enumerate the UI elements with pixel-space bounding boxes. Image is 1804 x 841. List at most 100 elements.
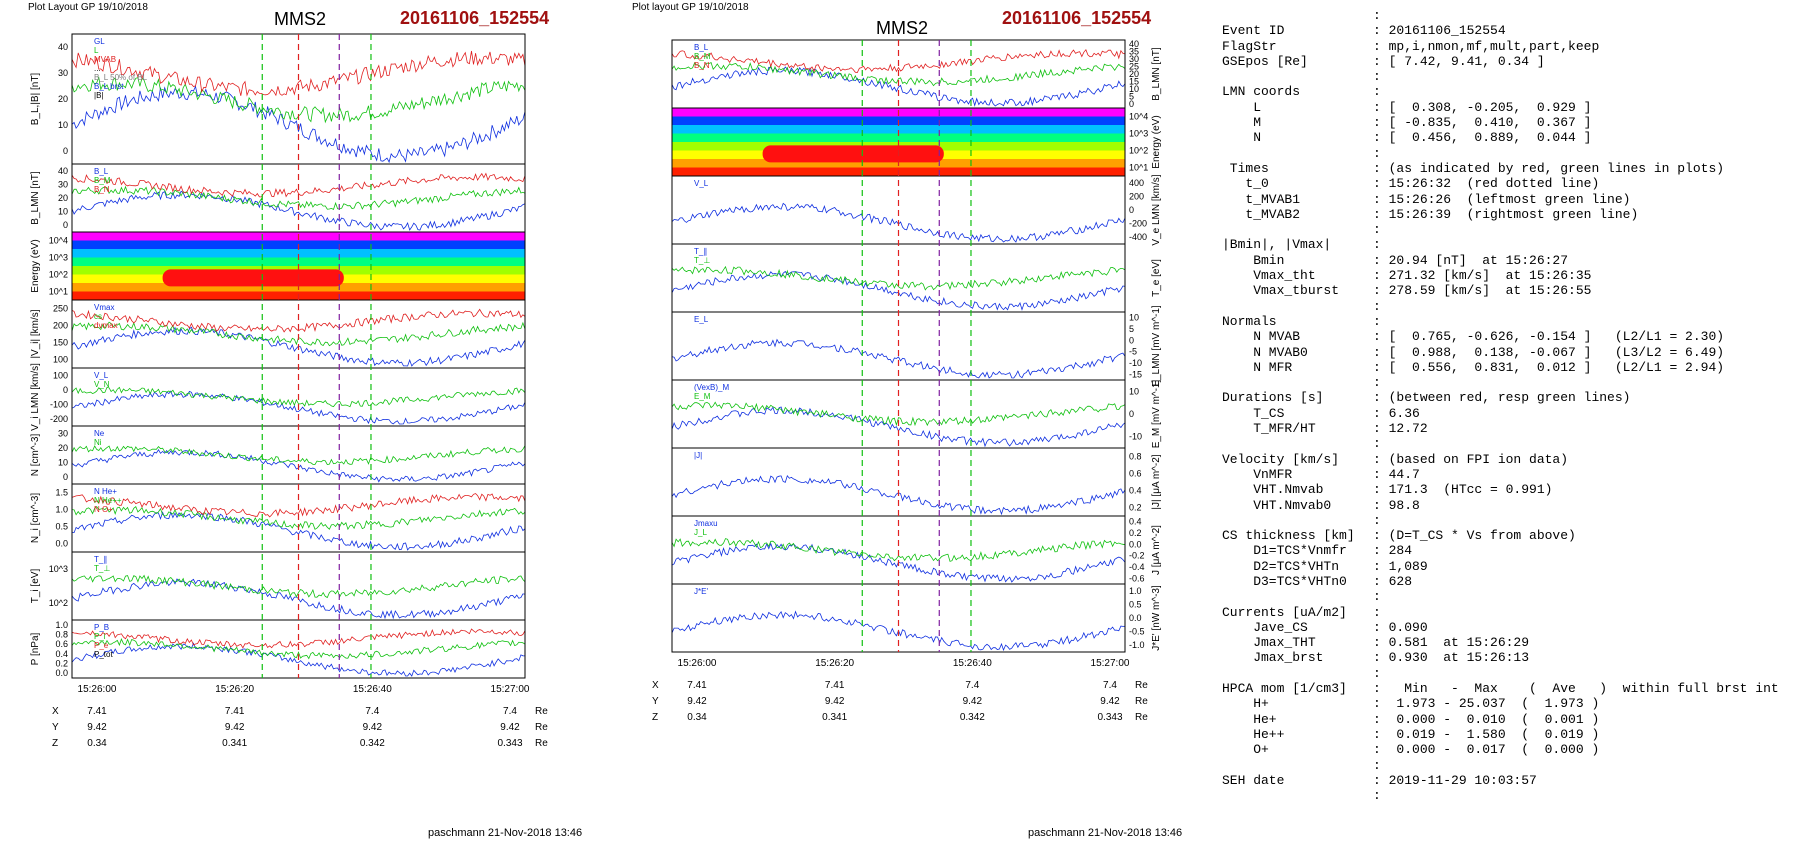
summary-key: Times xyxy=(1222,160,1269,176)
legend-entry: V_L xyxy=(694,179,709,188)
series-line xyxy=(71,386,526,408)
spectrogram-band xyxy=(72,257,525,267)
summary-colon: : xyxy=(1373,115,1389,131)
y-tick-label: 10^3 xyxy=(1129,129,1148,139)
summary-row: Velocity [km/s]: (based on FPI ion data) xyxy=(1222,452,1779,467)
time-tick-label: 15:26:00 xyxy=(78,684,117,695)
summary-colon: : xyxy=(1373,191,1389,207)
y-tick-label: 0.4 xyxy=(1129,486,1142,496)
position-value: 9.42 xyxy=(87,722,107,733)
y-tick-label: 10^2 xyxy=(49,270,68,280)
y-tick-label: 0.2 xyxy=(1129,503,1142,513)
summary-row: HPCA mom [1/cm3]: Min - Max ( Ave ) with… xyxy=(1222,681,1779,696)
legend-entry: |J| xyxy=(694,451,702,460)
position-value: 7.4 xyxy=(965,680,979,691)
summary-colon: : xyxy=(1373,543,1389,559)
legend-entry: B_M xyxy=(94,176,111,185)
y-tick-label: 20 xyxy=(58,94,68,104)
summary-row: L: [ 0.308, -0.205, 0.929 ] xyxy=(1222,100,1779,115)
panel-7: 10^2 10^3 T_i [eV] T_∥T_⊥ xyxy=(30,551,526,621)
summary-value: (as indicated by red, green lines in plo… xyxy=(1388,160,1725,176)
series-line xyxy=(671,265,1126,291)
y-tick-label: 20 xyxy=(1129,69,1139,79)
summary-value: (based on FPI ion data) xyxy=(1388,451,1569,467)
summary-colon: : xyxy=(1373,237,1389,253)
y-tick-label: 0.0 xyxy=(1129,539,1142,549)
series-line xyxy=(671,61,1126,87)
summary-colon: : xyxy=(1373,268,1389,284)
y-tick-label: 5 xyxy=(1129,92,1134,102)
summary-colon: : xyxy=(1373,436,1389,452)
summary-colon: : xyxy=(1373,742,1389,758)
legend-entry: N He+ xyxy=(94,487,117,496)
y-tick-label: 30 xyxy=(1129,54,1139,64)
summary-colon: : xyxy=(1373,635,1389,651)
summary-colon: : xyxy=(1373,711,1389,727)
summary-value: 44.7 xyxy=(1388,466,1420,482)
legend-entry: T_∥ xyxy=(94,555,107,564)
summary-colon: : xyxy=(1373,222,1389,238)
summary-row: CS thickness [km]: (D=T_CS * Vs from abo… xyxy=(1222,528,1779,543)
summary-row: LMN coords: xyxy=(1222,84,1779,99)
y-tick-label: 10^2 xyxy=(49,598,68,608)
summary-colon: : xyxy=(1373,604,1389,620)
y-tick-label: 10^2 xyxy=(1129,146,1148,156)
y-tick-label: 0.5 xyxy=(55,522,68,532)
y-axis-label: N_i [cm^-3] xyxy=(30,493,41,543)
position-value: 9.42 xyxy=(225,722,245,733)
panel-8: 0.00.20.40.60.81.0 P [nPa] P_BP_iP_eP_tot xyxy=(30,619,526,679)
y-axis-label: J [μA m^-2] xyxy=(1151,525,1162,575)
position-value: 0.341 xyxy=(222,738,247,749)
y-tick-label: 30 xyxy=(58,179,68,189)
summary-value: 98.8 xyxy=(1388,497,1420,513)
summary-colon: : xyxy=(1373,650,1389,666)
panel-1: 0 10 20 30 40 B_LMN [nT] B_LB_MB_N xyxy=(30,163,526,233)
position-value: 7.41 xyxy=(825,680,845,691)
y-tick-label: 25 xyxy=(1129,61,1139,71)
summary-value: mp,i,nmon,mf,mult,part,keep xyxy=(1388,38,1600,54)
summary-value: 278.59 [km/s] at 15:26:55 xyxy=(1388,283,1592,299)
summary-colon: : xyxy=(1373,298,1389,314)
summary-colon: : xyxy=(1373,84,1389,100)
legend-entry: B_L xyxy=(694,43,709,52)
y-tick-label: -10 xyxy=(1129,432,1142,442)
y-tick-label: 5 xyxy=(1129,324,1134,334)
y-tick-label: 0.0 xyxy=(55,539,68,549)
summary-colon: : xyxy=(1373,512,1389,528)
y-tick-label: 40 xyxy=(58,42,68,52)
legend-entry: dvmax xyxy=(94,321,118,330)
summary-row: VHT.Nmvab: 171.3 (HTcc = 0.991) xyxy=(1222,482,1779,497)
position-value: 7.4 xyxy=(365,706,379,717)
spectrogram-hot-region xyxy=(762,145,944,163)
position-value: 0.343 xyxy=(1097,712,1122,723)
summary-row: M: [ -0.835, 0.410, 0.367 ] xyxy=(1222,115,1779,130)
summary-row: Times: (as indicated by red, green lines… xyxy=(1222,161,1779,176)
y-axis-label: Energy (eV) xyxy=(30,239,41,292)
legend-entry: P_i xyxy=(94,632,106,641)
series-line xyxy=(71,638,526,660)
series-line xyxy=(71,172,526,198)
position-value: 0.342 xyxy=(960,712,985,723)
summary-row: N: [ 0.456, 0.889, 0.044 ] xyxy=(1222,130,1779,145)
y-tick-label: 250 xyxy=(53,304,68,314)
legend-entry: B_L brst xyxy=(94,82,124,91)
summary-row: He++: 0.019 - 1.580 ( 0.019 ) xyxy=(1222,727,1779,742)
summary-key: VnMFR xyxy=(1222,466,1293,482)
summary-key: Normals xyxy=(1222,313,1277,329)
summary-colon: : xyxy=(1373,421,1389,437)
y-tick-label: 0.4 xyxy=(55,649,68,659)
summary-row: He+: 0.000 - 0.010 ( 0.001 ) xyxy=(1222,712,1779,727)
y-tick-label: -200 xyxy=(50,414,68,424)
summary-value: 15:26:32 (red dotted line) xyxy=(1388,176,1600,192)
panel-2: 10^1 10^2 10^3 10^4 Energy (eV) xyxy=(30,231,526,301)
summary-value: (D=T_CS * Vs from above) xyxy=(1388,528,1576,544)
y-tick-label: -15 xyxy=(1129,369,1142,379)
summary-value: (between red, resp green lines) xyxy=(1388,390,1631,406)
summary-key: T_MFR/HT xyxy=(1222,421,1316,437)
y-tick-label: 0.8 xyxy=(55,630,68,640)
summary-key: Durations [s] xyxy=(1222,390,1324,406)
summary-row: : xyxy=(1222,222,1779,237)
